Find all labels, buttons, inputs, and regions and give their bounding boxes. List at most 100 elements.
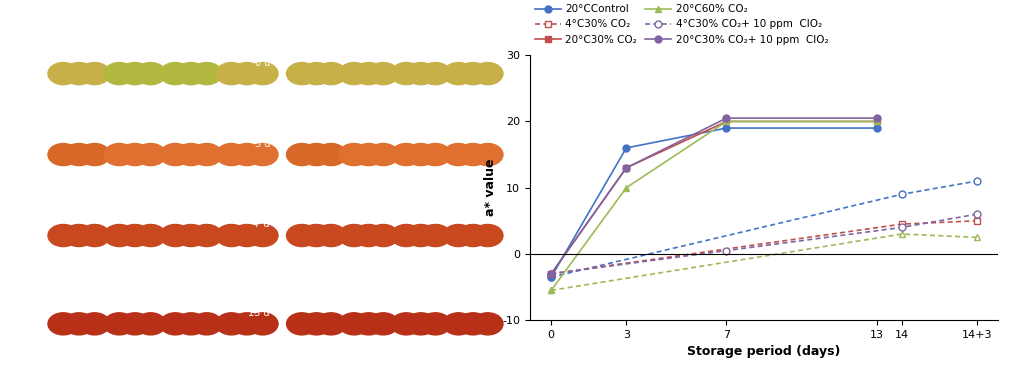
Circle shape [216,144,247,166]
Circle shape [161,144,190,166]
Circle shape [247,63,278,85]
Text: 0 d: 0 d [5,57,21,68]
Circle shape [247,144,278,166]
Y-axis label: a* value: a* value [484,159,497,216]
Circle shape [443,224,473,247]
Circle shape [136,144,166,166]
Circle shape [136,63,166,85]
Circle shape [119,63,150,85]
Circle shape [353,313,384,335]
Circle shape [316,313,347,335]
Circle shape [286,63,317,85]
Circle shape [405,313,436,335]
Circle shape [232,144,262,166]
Circle shape [316,144,347,166]
Circle shape [316,63,347,85]
Circle shape [353,144,384,166]
Circle shape [136,224,166,247]
Circle shape [420,144,451,166]
Circle shape [64,144,95,166]
Circle shape [458,144,489,166]
Circle shape [420,313,451,335]
Circle shape [232,63,262,85]
Text: 30% CO₂: 30% CO₂ [352,355,386,364]
Circle shape [161,63,190,85]
Circle shape [286,313,317,335]
Circle shape [176,63,206,85]
Circle shape [286,224,317,247]
Circle shape [405,224,436,247]
Text: 0 d: 0 d [254,57,270,68]
Circle shape [176,224,206,247]
Circle shape [458,63,489,85]
Circle shape [216,63,247,85]
Circle shape [48,63,78,85]
Circle shape [301,224,331,247]
Text: 30%CO₂
+10ppm ClO₂: 30%CO₂ +10ppm ClO₂ [447,345,499,364]
Circle shape [472,224,503,247]
Circle shape [161,224,190,247]
Circle shape [64,313,95,335]
Circle shape [405,63,436,85]
Circle shape [79,313,110,335]
Text: 14 d: 14 d [0,219,21,230]
Circle shape [458,313,489,335]
Circle shape [191,224,222,247]
Circle shape [48,224,78,247]
Circle shape [191,144,222,166]
Text: 7 d: 7 d [5,138,21,149]
Text: 7 d: 7 d [254,219,270,230]
Text: 30%CO₂
+10ppm ClO₂: 30%CO₂ +10ppm ClO₂ [221,345,273,364]
X-axis label: Storage period (days): Storage period (days) [687,346,841,358]
Text: 3 d: 3 d [254,138,270,149]
Circle shape [368,313,398,335]
Circle shape [232,313,262,335]
Circle shape [339,144,369,166]
Circle shape [104,224,135,247]
Circle shape [443,144,473,166]
Circle shape [353,224,384,247]
Circle shape [472,313,503,335]
Circle shape [472,63,503,85]
Circle shape [301,63,331,85]
Circle shape [104,313,135,335]
Text: 4°C: 4°C [138,15,168,30]
Circle shape [64,224,95,247]
Circle shape [191,63,222,85]
Circle shape [339,63,369,85]
Circle shape [176,144,206,166]
Circle shape [391,224,422,247]
Circle shape [119,313,150,335]
Circle shape [443,313,473,335]
Circle shape [79,63,110,85]
Text: 20 °C: 20 °C [364,15,410,30]
Circle shape [316,224,347,247]
Circle shape [405,144,436,166]
Circle shape [420,63,451,85]
Circle shape [286,144,317,166]
Circle shape [48,313,78,335]
Circle shape [161,313,190,335]
Circle shape [79,144,110,166]
Circle shape [353,63,384,85]
Circle shape [176,313,206,335]
Circle shape [391,313,422,335]
Circle shape [216,224,247,247]
Text: Control: Control [303,355,330,364]
Circle shape [247,313,278,335]
Text: 30% CO₂: 30% CO₂ [118,355,151,364]
Circle shape [368,144,398,166]
Circle shape [301,313,331,335]
Circle shape [104,63,135,85]
Circle shape [216,313,247,335]
Circle shape [232,224,262,247]
Circle shape [339,313,369,335]
Text: 60% CO₂: 60% CO₂ [174,355,208,364]
Circle shape [368,63,398,85]
Circle shape [391,144,422,166]
Circle shape [368,224,398,247]
Circle shape [136,313,166,335]
Circle shape [119,224,150,247]
Circle shape [472,144,503,166]
Text: 14
+3 d: 14 +3 d [0,302,21,323]
